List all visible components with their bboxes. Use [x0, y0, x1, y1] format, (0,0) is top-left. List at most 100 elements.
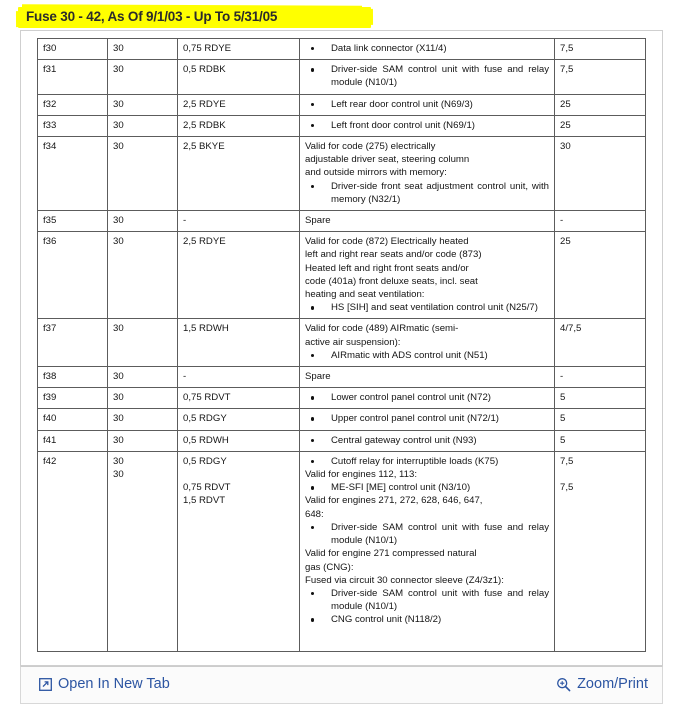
cell-wire: 0,5 RDGY 0,75 RDVT 1,5 RDVT [177, 450, 300, 652]
fuse-table-body: f30 30 0,75 RDYE Data link connector (X1… [37, 37, 646, 652]
cell-circuit: 30 [107, 59, 178, 95]
bullet-item: Upper control panel control unit (N72/1) [305, 412, 549, 425]
cell-description: Valid for code (872) Electrically heated… [299, 231, 555, 320]
bullet-item: Driver-side front seat adjustment contro… [305, 180, 549, 206]
bullet-item: Lower control panel control unit (N72) [305, 391, 549, 404]
cell-circuit: 30 [107, 366, 178, 389]
cell-fuse: f39 [37, 387, 108, 410]
bullet-dot-icon [311, 123, 315, 128]
cell-description: Upper control panel control unit (N72/1) [299, 408, 555, 431]
cell-amperage: - [554, 366, 646, 389]
bullet-dot-icon [311, 396, 315, 400]
external-link-icon [39, 677, 52, 691]
cell-description: Spare [299, 210, 555, 233]
cell-wire: 0,5 RDGY [177, 408, 300, 431]
cell-circuit: 30 [107, 37, 178, 61]
cell-amperage: 7,5 7,5 [554, 450, 646, 652]
scanned-document-viewer[interactable]: f30 30 0,75 RDYE Data link connector (X1… [20, 30, 663, 666]
bullet-dot-icon [311, 591, 315, 596]
table-row: f39 30 0,75 RDVT Lower control panel con… [37, 387, 646, 410]
cell-fuse: f36 [37, 231, 108, 320]
table-row: f31 30 0,5 RDBK Driver-side SAM control … [37, 59, 646, 95]
cell-circuit: 30 30 [107, 450, 178, 652]
cell-wire: 2,5 RDYE [177, 231, 300, 320]
bullet-item: Left front door control unit (N69/1) [305, 119, 549, 132]
bullet-item: Left rear door control unit (N69/3) [305, 98, 549, 111]
cell-amperage: 4/7,5 [554, 318, 646, 368]
cell-wire: 2,5 RDYE [177, 93, 300, 116]
cell-wire: 0,75 RDYE [177, 37, 300, 61]
bullet-item: Driver-side SAM control unit with fuse a… [305, 63, 549, 89]
cell-description: Central gateway control unit (N93) [299, 429, 555, 452]
bullet-item: AIRmatic with ADS control unit (N51) [305, 349, 549, 362]
cell-circuit: 30 [107, 93, 178, 116]
table-row: f40 30 0,5 RDGY Upper control panel cont… [37, 408, 646, 431]
document-action-bar: Open In New Tab Zoom/Print [20, 666, 663, 704]
cell-amperage: 7,5 [554, 37, 646, 61]
cell-fuse: f34 [37, 136, 108, 212]
cell-circuit: 30 [107, 408, 178, 431]
cell-fuse: f30 [37, 37, 108, 61]
cell-fuse: f32 [37, 93, 108, 116]
cell-fuse: f41 [37, 429, 108, 452]
zoom-print-label: Zoom/Print [577, 676, 648, 692]
bullet-dot-icon [311, 417, 315, 421]
cell-circuit: 30 [107, 429, 178, 452]
bullet-dot-icon [311, 486, 315, 490]
cell-fuse: f33 [37, 114, 108, 138]
cell-circuit: 30 [107, 210, 178, 233]
cell-amperage: 30 [554, 136, 646, 212]
cell-description: Left rear door control unit (N69/3) [299, 93, 555, 116]
table-row: f36 30 2,5 RDYE Valid for code (872) Ele… [37, 231, 646, 320]
cell-wire: 0,5 RDWH [177, 429, 300, 452]
cell-fuse: f35 [37, 210, 108, 233]
cell-amperage: 25 [554, 93, 646, 116]
cell-circuit: 30 [107, 231, 178, 320]
cell-description: Valid for code (489) AIRmatic (semi- act… [299, 318, 555, 368]
cell-wire: 2,5 RDBK [177, 114, 300, 138]
yellow-highlight-marker [18, 7, 371, 28]
cell-fuse: f42 [37, 450, 108, 652]
table-row: f30 30 0,75 RDYE Data link connector (X1… [37, 37, 646, 61]
cell-fuse: f40 [37, 408, 108, 431]
cell-circuit: 30 [107, 114, 178, 138]
bullet-dot-icon [311, 306, 315, 310]
cell-wire: 2,5 BKYE [177, 136, 300, 212]
open-in-new-tab-link[interactable]: Open In New Tab [39, 676, 170, 692]
cell-fuse: f37 [37, 318, 108, 368]
bullet-item: CNG control unit (N118/2) [305, 613, 549, 626]
cell-wire: - [177, 210, 300, 233]
cell-amperage: 5 [554, 408, 646, 431]
cell-amperage: 25 [554, 231, 646, 320]
cell-description: Lower control panel control unit (N72) [299, 387, 555, 410]
bullet-dot-icon [311, 184, 315, 189]
cell-description: Spare [299, 366, 555, 389]
bullet-dot-icon [311, 618, 315, 622]
cell-wire: 1,5 RDWH [177, 318, 300, 368]
table-row: f37 30 1,5 RDWH Valid for code (489) AIR… [37, 318, 646, 368]
cell-wire: 0,5 RDBK [177, 59, 300, 95]
bullet-dot-icon [311, 102, 315, 106]
cell-amperage: 5 [554, 387, 646, 410]
cell-circuit: 30 [107, 136, 178, 212]
bullet-item: Driver-side SAM control unit with fuse a… [305, 587, 549, 613]
cell-description: Driver-side SAM control unit with fuse a… [299, 59, 555, 95]
bullet-item: HS [SIH] and seat ventilation control un… [305, 301, 549, 314]
bullet-dot-icon [311, 438, 315, 443]
cell-amperage: 7,5 [554, 59, 646, 95]
page-title: Fuse 30 - 42, As Of 9/1/03 - Up To 5/31/… [26, 9, 278, 24]
open-in-new-tab-label: Open In New Tab [58, 676, 170, 692]
table-row: f42 30 30 0,5 RDGY 0,75 RDVT 1,5 RDVT Cu… [37, 450, 646, 652]
table-row: f41 30 0,5 RDWH Central gateway control … [37, 429, 646, 452]
bullet-dot-icon [311, 525, 315, 530]
bullet-dot-icon [311, 353, 315, 358]
bullet-dot-icon [311, 47, 315, 51]
bullet-item: Cutoff relay for interruptible loads (K7… [305, 455, 549, 468]
zoom-print-link[interactable]: Zoom/Print [556, 676, 648, 692]
table-row: f32 30 2,5 RDYE Left rear door control u… [37, 93, 646, 116]
cell-amperage: - [554, 210, 646, 233]
cell-fuse: f38 [37, 366, 108, 389]
cell-description: Cutoff relay for interruptible loads (K7… [299, 450, 555, 652]
document-title-bar: Fuse 30 - 42, As Of 9/1/03 - Up To 5/31/… [0, 0, 681, 30]
table-row: f38 30 - Spare - [37, 366, 646, 389]
